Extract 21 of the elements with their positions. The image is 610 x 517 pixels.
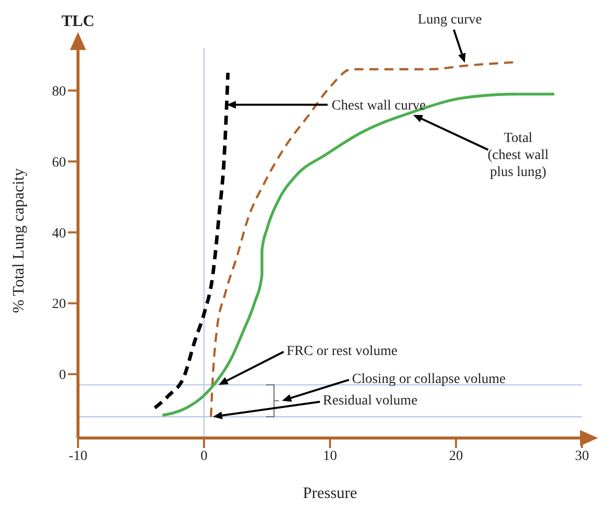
line-series bbox=[161, 92, 556, 417]
x-tick-label: 10 bbox=[323, 448, 337, 464]
y-tick-label: 0 bbox=[59, 368, 66, 384]
annotation: FRC or rest volume bbox=[286, 344, 398, 359]
y-tick-label: 60 bbox=[52, 155, 66, 170]
line-series bbox=[153, 71, 230, 410]
annotation: Lung curve bbox=[418, 12, 482, 28]
annotation: Total (chest wall plus lung) bbox=[488, 130, 549, 180]
x-tick-label: 30 bbox=[575, 448, 589, 464]
x-tick-label: -10 bbox=[68, 448, 88, 464]
x-axis-title: Pressure bbox=[302, 485, 358, 502]
y-tick-label: 20 bbox=[52, 297, 66, 312]
annotation: Chest wall curve bbox=[332, 98, 426, 114]
y-axis-title: % Total Lung capacity bbox=[10, 168, 28, 313]
y-tick-label: 80 bbox=[52, 84, 66, 100]
text: TLC bbox=[62, 13, 94, 30]
annotation: Residual volume bbox=[322, 394, 418, 409]
y-tick-label: 40 bbox=[52, 226, 66, 242]
x-tick-label: 0 bbox=[200, 448, 208, 464]
x-tick-label: 20 bbox=[449, 448, 463, 464]
annotation: Closing or collapse volume bbox=[352, 372, 506, 387]
